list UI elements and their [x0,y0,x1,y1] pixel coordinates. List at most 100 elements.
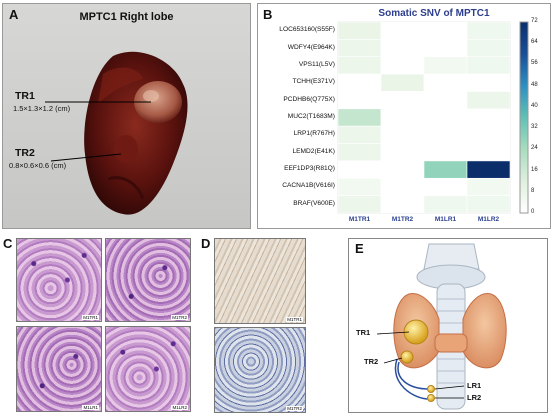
specimen-photo [45,51,188,215]
heatmap-cell [337,39,382,58]
tr1-dimensions: 1.5×1.3×1.2 (cm) [13,104,71,113]
tr1-label: TR1 [15,90,35,102]
heatmap-cell [380,91,425,110]
heatmap-cell [423,160,468,179]
gene-label: WDFY4(E964K) [287,43,335,51]
panel-a: A MPTC1 Right lobe TR1 1.5×1.3×1.2 (cm) … [2,3,251,229]
heatmap-cell [423,143,468,162]
gene-label: LEMD2(E41K) [292,147,335,155]
colorbar-tick-label: 8 [531,187,535,194]
label-tr1: TR1 [356,328,371,337]
ihc-image-tr1: M1TR1 [214,238,306,324]
heatmap-chart [337,21,529,214]
heatmap-cell [337,56,382,75]
thyroid-illustration [376,243,507,410]
heatmap-cell [423,21,468,40]
panel-e: E TR1 TR2 LR1 LR2 [348,238,548,413]
panel-b: B Somatic SNV of MPTC1 LOC653160(S55F) WD… [257,3,551,229]
label-lr2: LR2 [467,393,482,402]
heatmap-cell [337,91,382,110]
heatmap-cell [423,195,468,214]
gene-label: LOC653160(S55F) [279,26,335,34]
histology-image-lr1: M1LR1 [16,326,102,412]
heatmap-cell [466,21,511,40]
heatmap-cell [466,177,511,196]
colorbar [519,21,529,214]
heatmap-cell [466,56,511,75]
gene-label: PCDHB6(Q775X) [283,95,335,103]
label-tr2: TR2 [364,357,379,366]
colorbar-tick-label: 64 [531,39,538,46]
gene-label: BRAF(V600E) [293,199,335,207]
heatmap-cell [466,73,511,92]
image-tag: M1TR1 [286,317,303,322]
heatmap-cell [380,143,425,162]
heatmap-cell [380,56,425,75]
heatmap-cell [337,73,382,92]
colorbar-tick-label: 72 [531,18,538,24]
heatmap-cell [337,21,382,40]
heatmap-title: Somatic SNV of MPTC1 [378,8,490,19]
heatmap-cell [380,177,425,196]
ihc-image-tr2: M1TR2 [214,327,306,413]
heatmap-cell [337,177,382,196]
heatmap-cell [466,143,511,162]
panel-a-title: MPTC1 Right lobe [79,11,174,23]
heatmap-cell [466,39,511,58]
colorbar-tick-label: 48 [531,81,538,88]
gene-label: LRP1(R767H) [293,130,335,138]
panel-b-letter: B [263,7,273,22]
histology-image-tr2: M1TR2 [105,238,191,322]
heatmap-cell [337,160,382,179]
heatmap-cell [380,125,425,144]
image-tag: M1LR1 [82,405,99,410]
gene-label: CACNA1B(V616I) [282,182,335,190]
gene-label: TCHH(E371V) [292,78,335,86]
gene-label: MUC2(T1683M) [287,113,335,120]
image-tag: M1TR1 [82,315,99,320]
panel-c-letter: C [3,236,13,251]
heatmap-cell [466,125,511,144]
heatmap-cell [380,160,425,179]
heatmap-cell [380,73,425,92]
heatmap-cell [380,39,425,58]
heatmap-cell [466,91,511,110]
histology-image-tr1: M1TR1 [16,238,102,322]
heatmap-cell [337,108,382,127]
label-lr1: LR1 [467,381,482,390]
heatmap-cell [466,160,511,179]
heatmap-cell [466,108,511,127]
heatmap-cell [423,39,468,58]
heatmap-cell [423,108,468,127]
heatmap-cell [337,195,382,214]
heatmap-cell [337,143,382,162]
tr2-dimensions: 0.8×0.6×0.6 (cm) [9,161,67,170]
image-tag: M1TR2 [171,315,188,320]
colorbar-tick-label: 16 [531,166,538,173]
colorbar-tick-label: 40 [531,102,538,109]
gene-label: VPS11(L5V) [298,60,335,68]
heatmap-cell [423,73,468,92]
sample-label: M1LR2 [477,216,500,223]
heatmap-cell [423,177,468,196]
colorbar-tick-label: 0 [531,209,535,215]
colorbar-tick-label: 56 [531,60,538,67]
gene-label: EEF1DP3(R81Q) [284,165,335,173]
sample-label: M1LR1 [434,216,457,223]
image-tag: M1LR2 [171,405,188,410]
heatmap-cell [423,56,468,75]
tr2-label: TR2 [15,147,35,159]
sample-label: M1TR1 [348,216,371,223]
heatmap-cell [337,125,382,144]
heatmap-cell [380,21,425,40]
heatmap-cell [380,195,425,214]
sample-label: M1TR2 [391,216,414,223]
panel-a-letter: A [9,7,19,22]
image-tag: M1TR2 [286,406,303,411]
heatmap-cell [423,91,468,110]
colorbar-tick-label: 32 [531,124,538,131]
heatmap-cell [466,195,511,214]
colorbar-tick-label: 24 [531,145,538,152]
gene-labels: LOC653160(S55F) WDFY4(E964K) VPS11(L5V) TCH… [258,4,335,230]
heatmap-cell [423,125,468,144]
